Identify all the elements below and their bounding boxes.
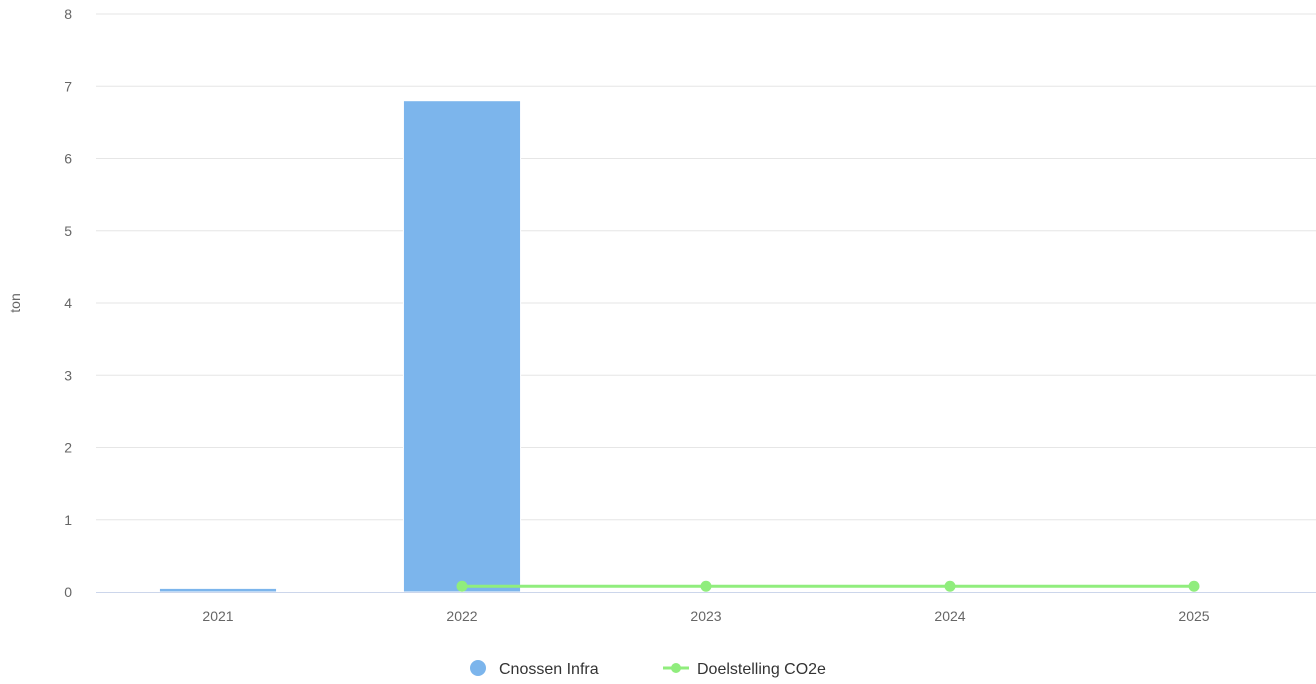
- bar-2022[interactable]: [402, 100, 522, 593]
- x-axis-ticks: 2021 2022 2023 2024 2025: [202, 608, 1209, 624]
- line-point-2022[interactable]: [456, 580, 468, 592]
- y-tick-label: 6: [64, 151, 72, 167]
- legend-bar-marker: [470, 660, 486, 676]
- y-axis-title: ton: [7, 293, 23, 312]
- legend-item-bar[interactable]: Cnossen Infra: [470, 660, 599, 678]
- legend-bar-label: Cnossen Infra: [499, 661, 599, 678]
- grid-lines: [96, 13, 1316, 521]
- line-point-2023[interactable]: [700, 580, 712, 592]
- y-tick-label: 4: [64, 295, 72, 311]
- y-tick-label: 8: [64, 6, 72, 22]
- y-tick-label: 0: [64, 584, 72, 600]
- y-tick-label: 3: [64, 367, 72, 383]
- legend-item-line[interactable]: Doelstelling CO2e: [663, 661, 826, 678]
- x-tick-label-2023: 2023: [690, 608, 721, 624]
- y-tick-label: 1: [64, 512, 72, 528]
- y-tick-label: 2: [64, 440, 72, 456]
- x-tick-label-2024: 2024: [934, 608, 965, 624]
- legend-line-marker: [671, 663, 681, 673]
- line-series: [456, 580, 1200, 592]
- x-tick-label-2022: 2022: [446, 608, 477, 624]
- line-point-2025[interactable]: [1188, 580, 1200, 592]
- bar-series: [158, 100, 522, 593]
- y-tick-label: 5: [64, 223, 72, 239]
- bar-2021[interactable]: [158, 587, 278, 593]
- legend-line-label: Doelstelling CO2e: [697, 661, 826, 678]
- x-tick-label-2021: 2021: [202, 608, 233, 624]
- y-tick-label: 7: [64, 78, 72, 94]
- y-axis-ticks: 0 1 2 3 4 5 6 7 8: [64, 6, 72, 600]
- x-tick-label-2025: 2025: [1178, 608, 1209, 624]
- line-point-2024[interactable]: [944, 580, 956, 592]
- legend: Cnossen Infra Doelstelling CO2e: [470, 660, 826, 678]
